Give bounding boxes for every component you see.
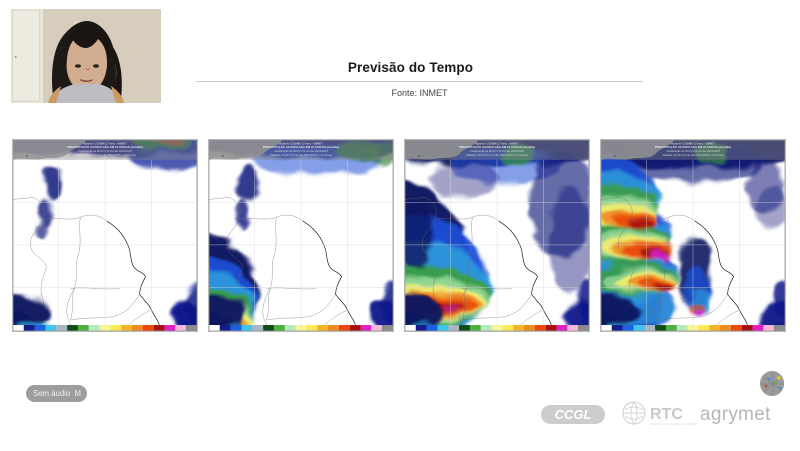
svg-text:Inicialização às 00:00 UTC do: Inicialização às 00:00 UTC do dia 19/12/… xyxy=(470,149,524,153)
svg-text:Inicialização às 00:00 UTC do: Inicialização às 00:00 UTC do dia 19/12/… xyxy=(274,149,328,153)
svg-text:Validade: 00:00 UTC do dia 20/: Validade: 00:00 UTC do dia 20/12/2025 (+… xyxy=(466,153,528,157)
svg-text:PRECIPITAÇÃO ACUMULADA EM 24 H: PRECIPITAÇÃO ACUMULADA EM 24 HORAS (mm/d… xyxy=(459,144,535,149)
svg-text:PRECIPITAÇÃO ACUMULADA EM 24 H: PRECIPITAÇÃO ACUMULADA EM 24 HORAS (mm/d… xyxy=(655,144,731,149)
svg-text:Validade: 00:00 UTC do dia 20/: Validade: 00:00 UTC do dia 20/12/2025 (+… xyxy=(270,153,332,157)
svg-text:Inicialização às 00:00 UTC do: Inicialização às 00:00 UTC do dia 19/12/… xyxy=(78,149,132,153)
svg-text:PRECIPITAÇÃO ACUMULADA EM 24 H: PRECIPITAÇÃO ACUMULADA EM 24 HORAS (mm/d… xyxy=(67,144,143,149)
svg-text:Validade: 00:00 UTC do dia 20/: Validade: 00:00 UTC do dia 20/12/2025 (+… xyxy=(662,153,724,157)
svg-text:Validade: 00:00 UTC do dia 20/: Validade: 00:00 UTC do dia 20/12/2025 (+… xyxy=(74,153,136,157)
svg-text:Inicialização às 00:00 UTC do: Inicialização às 00:00 UTC do dia 19/12/… xyxy=(666,149,720,153)
svg-text:PRECIPITAÇÃO ACUMULADA EM 24 H: PRECIPITAÇÃO ACUMULADA EM 24 HORAS (mm/d… xyxy=(263,144,339,149)
svg-text:RTC: RTC xyxy=(650,406,683,423)
svg-text:REDE DE TELEVISÃO COOPERATIVA: REDE DE TELEVISÃO COOPERATIVA xyxy=(650,421,698,426)
